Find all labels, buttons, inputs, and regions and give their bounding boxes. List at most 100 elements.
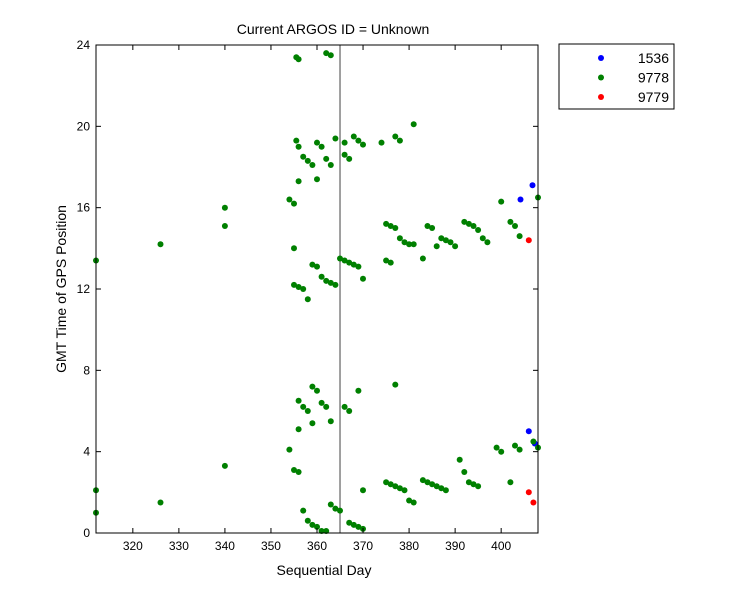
data-point — [378, 139, 385, 146]
x-tick-label: 330 — [169, 539, 189, 553]
y-tick-label: 4 — [83, 445, 90, 459]
data-point — [433, 243, 440, 250]
data-point — [355, 523, 362, 530]
legend: 1536 9778 9779 — [558, 43, 675, 110]
y-tick-label: 8 — [83, 363, 90, 377]
data-point — [295, 397, 302, 404]
data-point — [332, 505, 339, 512]
data-point — [291, 281, 297, 288]
y-axis-label: GMT Time of GPS Position — [53, 205, 69, 373]
data-point — [429, 481, 436, 488]
series-9779 — [525, 237, 537, 506]
data-point — [424, 223, 431, 229]
data-point — [452, 243, 459, 250]
data-point — [300, 507, 307, 514]
data-point — [360, 141, 366, 148]
data-point — [300, 286, 307, 292]
data-point — [314, 176, 320, 183]
data-point — [410, 121, 417, 128]
data-point — [392, 225, 399, 231]
data-point — [346, 155, 353, 162]
data-point — [346, 519, 353, 526]
data-point — [433, 483, 440, 490]
data-point — [530, 499, 537, 506]
data-point — [304, 157, 311, 164]
data-point — [314, 263, 320, 270]
data-point — [355, 263, 362, 270]
data-point — [286, 446, 293, 453]
x-tick-label: 350 — [261, 539, 281, 553]
data-point — [401, 487, 408, 494]
data-point — [327, 501, 334, 508]
data-point — [456, 456, 463, 463]
data-point — [438, 235, 445, 242]
data-point — [309, 521, 316, 528]
data-point — [396, 137, 403, 144]
data-point — [507, 218, 514, 225]
data-point — [493, 444, 500, 451]
data-point — [350, 521, 357, 528]
data-point — [470, 223, 477, 229]
y-tick-label: 0 — [83, 526, 90, 540]
data-point — [295, 178, 302, 185]
data-point — [221, 204, 228, 211]
data-point — [461, 469, 468, 475]
y-tick-label: 24 — [77, 38, 91, 52]
x-axis: 320 330 340 350 360 370 380 390 400 — [123, 45, 511, 553]
x-tick-label: 400 — [491, 539, 511, 553]
data-point — [484, 239, 491, 246]
data-point — [314, 139, 320, 146]
data-point — [291, 200, 297, 207]
data-point — [516, 446, 523, 453]
data-point — [406, 497, 413, 504]
data-point — [314, 523, 320, 530]
y-tick-label: 20 — [77, 119, 91, 133]
x-tick-label: 320 — [123, 539, 143, 553]
data-point — [442, 487, 449, 494]
legend-marker-9779 — [598, 94, 604, 100]
data-point — [461, 218, 468, 225]
data-point — [396, 485, 403, 492]
data-point — [530, 438, 537, 445]
data-point — [525, 489, 532, 496]
data-point — [291, 467, 297, 473]
legend-label-9779: 9779 — [638, 89, 669, 105]
data-point — [327, 279, 334, 286]
data-point — [327, 162, 334, 168]
y-axis: 0 4 8 12 16 20 24 — [77, 38, 538, 540]
data-point — [300, 403, 307, 410]
data-point — [525, 428, 532, 435]
data-point — [512, 442, 518, 449]
data-point — [323, 155, 330, 162]
data-point — [323, 277, 330, 284]
data-point — [337, 255, 343, 262]
data-point — [529, 182, 536, 189]
data-point — [383, 220, 390, 227]
data-point — [341, 403, 348, 410]
data-point — [295, 143, 302, 150]
data-point — [383, 479, 390, 486]
data-point — [295, 426, 302, 433]
data-point — [465, 220, 472, 227]
data-point — [383, 257, 390, 264]
data-point — [304, 296, 311, 303]
data-point — [410, 499, 417, 506]
data-point — [309, 383, 316, 390]
data-point — [392, 381, 399, 388]
data-point — [410, 241, 417, 248]
data-point — [401, 239, 408, 246]
data-point — [293, 137, 300, 144]
data-point — [221, 223, 228, 229]
data-point — [318, 399, 325, 406]
data-point — [512, 223, 518, 229]
data-point — [360, 275, 366, 282]
data-point — [475, 483, 482, 490]
data-point — [419, 255, 426, 262]
data-point — [355, 387, 362, 394]
data-point — [332, 281, 339, 288]
data-point — [392, 483, 399, 490]
data-point — [341, 151, 348, 158]
x-tick-label: 380 — [399, 539, 419, 553]
data-point — [475, 227, 482, 233]
